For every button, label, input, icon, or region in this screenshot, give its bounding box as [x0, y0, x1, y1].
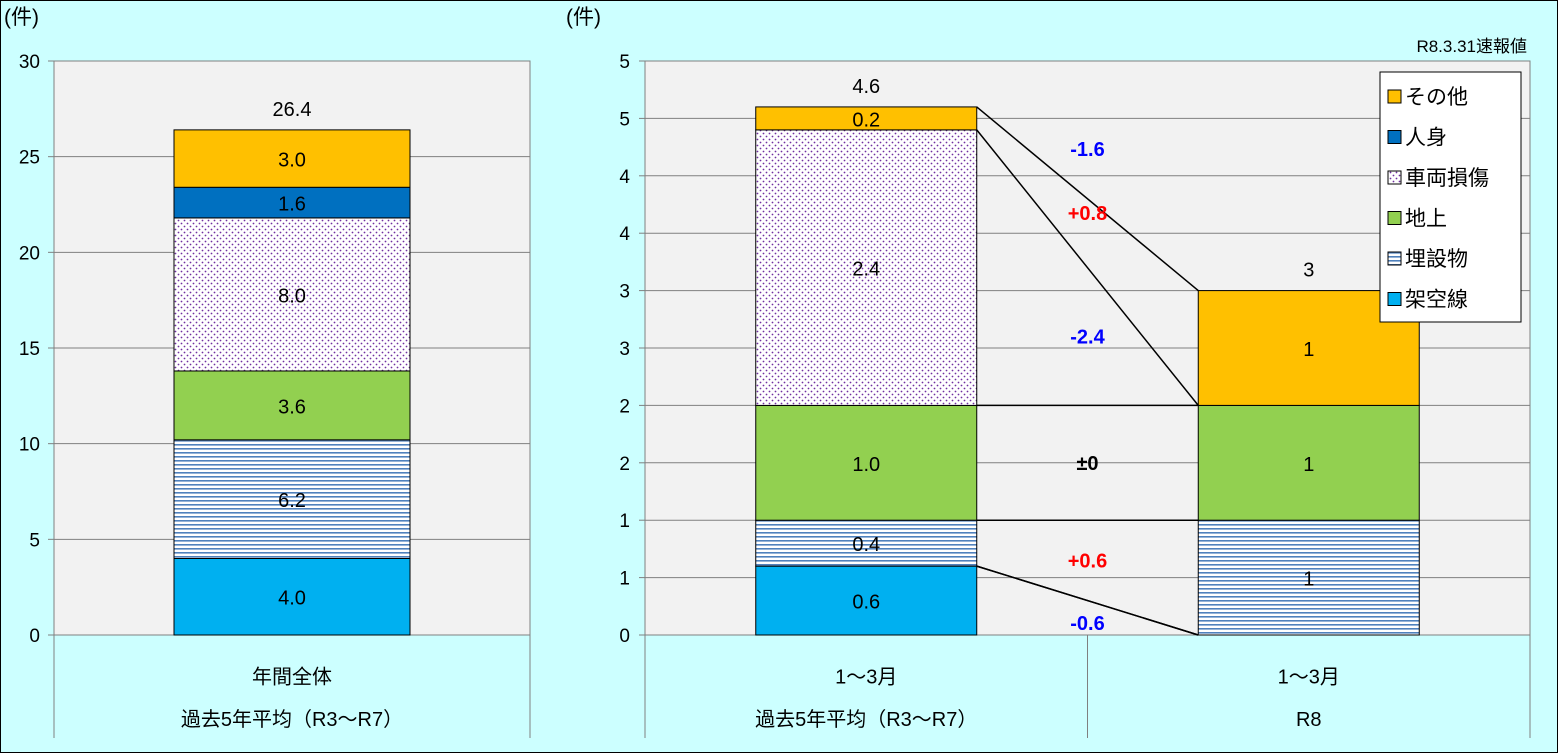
legend-label: 架空線 — [1405, 289, 1468, 312]
y-tick-label: 1 — [619, 569, 630, 590]
difference-label: -1.6 — [1070, 139, 1104, 161]
data-label: 6.2 — [278, 490, 306, 512]
y-tick-label: 5 — [619, 109, 630, 130]
y-axis-unit-label: (件) — [4, 6, 39, 29]
legend-label: 埋設物 — [1405, 248, 1468, 271]
bar-segment-2 — [755, 519, 978, 567]
data-label: 0.6 — [852, 592, 880, 614]
legend-label: その他 — [1405, 86, 1468, 109]
bar-segment-2 — [173, 439, 411, 559]
y-tick-labels: 0 5 10 15 20 25 30 — [19, 52, 40, 647]
y-tick-label: 2 — [619, 396, 630, 417]
y-tick-label: 5 — [619, 52, 630, 73]
y-tick-label: 10 — [19, 435, 40, 456]
data-label: 4.0 — [278, 588, 306, 610]
data-label: 0.4 — [852, 534, 880, 556]
bar-segment-4 — [173, 217, 411, 372]
category-label: 1～3月 — [1278, 667, 1340, 689]
y-tick-labels: 0 1 1 2 2 3 3 4 4 5 5 — [619, 52, 630, 647]
data-label: 1 — [1303, 339, 1314, 361]
legend-box — [1379, 71, 1522, 323]
difference-label: +0.6 — [1068, 550, 1107, 572]
data-label: 3.6 — [278, 396, 306, 418]
data-label: 1 — [1303, 454, 1314, 476]
y-tick-label: 1 — [619, 511, 630, 532]
bar-segment-2 — [1197, 519, 1420, 636]
connector-line — [976, 106, 1199, 292]
y-tick-label: 0 — [29, 626, 40, 647]
y-axis-unit-label: (件) — [566, 6, 601, 29]
y-tick-label: 4 — [619, 224, 630, 245]
category-label: 年間全体 — [252, 666, 332, 689]
y-tick-label: 3 — [619, 339, 630, 360]
data-label: 8.0 — [278, 285, 306, 307]
bar-segment-3 — [173, 370, 411, 441]
legend-swatch-5 — [1387, 292, 1402, 306]
total-label: 26.4 — [273, 99, 312, 121]
y-tick-label: 5 — [29, 530, 40, 551]
data-label: 2.4 — [852, 259, 880, 281]
difference-label: ±0 — [1076, 453, 1098, 475]
y-tick-label: 0 — [619, 626, 630, 647]
bar-segment-3 — [755, 404, 978, 521]
category-label: 過去5年平均（R3～R7） — [181, 708, 403, 731]
legend-label: 車両損傷 — [1405, 167, 1489, 190]
annual-total-chart: 0 5 10 15 20 25 30 4.0 6.2 3.6 8.0 1.6 3.0 26.4 年間全体… — [4, 6, 531, 738]
data-label: 0.2 — [852, 109, 880, 131]
preliminary-value-note: R8.3.31速報値 — [1416, 37, 1527, 56]
y-tick-label: 25 — [19, 148, 40, 169]
y-tick-label: 15 — [19, 339, 40, 360]
bar-segment-1 — [173, 557, 411, 636]
q1-comparison-chart: 0 1 1 2 2 3 3 4 4 5 5 0.6 0.4 1.0 2.4 0.2 4.6 1 1 1 3 -0.6 +… — [566, 6, 1531, 738]
data-label: 1 — [1303, 569, 1314, 591]
bar-data-labels: 0.6 0.4 1.0 2.4 0.2 4.6 1 1 1 3 — [852, 76, 1314, 614]
y-tick-label: 4 — [619, 167, 630, 188]
legend-swatch-4 — [1387, 251, 1402, 266]
connector-line — [976, 129, 1199, 406]
category-label: R8 — [1296, 709, 1322, 731]
difference-labels: -0.6 +0.6 ±0 -2.4 +0.8 -1.6 — [1068, 139, 1107, 635]
category-label: 1～3月 — [835, 667, 897, 689]
legend-swatch-2 — [1387, 170, 1402, 185]
bars — [755, 106, 1420, 636]
connector-line — [976, 565, 1199, 636]
y-tick-label: 30 — [19, 52, 40, 73]
data-label: 1.0 — [852, 454, 880, 476]
data-label: 3.0 — [278, 150, 306, 172]
bars — [173, 129, 411, 636]
connector-lines — [976, 106, 1199, 636]
legend-swatch-1 — [1387, 130, 1402, 144]
legend-swatch-3 — [1387, 211, 1402, 225]
bar-segment-6 — [755, 106, 978, 131]
bar-data-labels: 4.0 6.2 3.6 8.0 1.6 3.0 26.4 — [273, 99, 312, 610]
bar-segment-6 — [173, 129, 411, 188]
legend-label: 人身 — [1405, 127, 1447, 150]
category-label: 過去5年平均（R3～R7） — [755, 708, 977, 731]
bar-segment-3 — [1197, 404, 1420, 521]
legend-label: 地上 — [1405, 208, 1447, 231]
total-label: 4.6 — [852, 76, 880, 98]
difference-label: -2.4 — [1070, 327, 1105, 349]
difference-label: +0.8 — [1068, 203, 1107, 225]
difference-label: -0.6 — [1070, 613, 1104, 635]
y-tick-label: 3 — [619, 282, 630, 303]
y-tick-label: 20 — [19, 243, 40, 264]
data-label: 1.6 — [278, 194, 306, 216]
legend-swatch-0 — [1387, 89, 1402, 104]
bar-segment-1 — [755, 565, 978, 636]
total-label: 3 — [1303, 260, 1314, 282]
y-tick-label: 2 — [619, 454, 630, 475]
bar-segment-4 — [755, 129, 978, 406]
